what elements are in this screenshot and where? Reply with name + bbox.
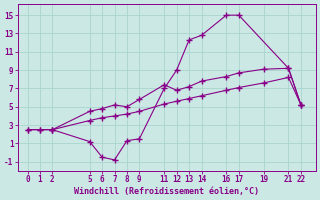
X-axis label: Windchill (Refroidissement éolien,°C): Windchill (Refroidissement éolien,°C) (74, 187, 259, 196)
